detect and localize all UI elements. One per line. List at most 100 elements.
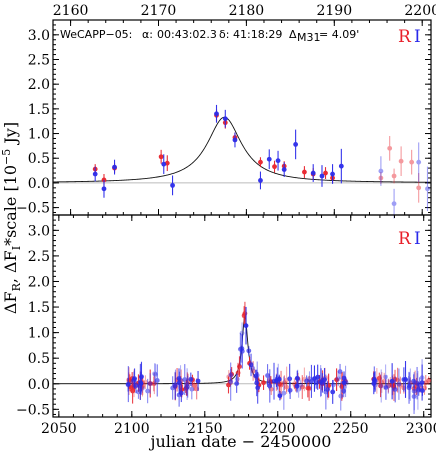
data-point-I: [243, 306, 249, 345]
data-point-R-marker: [261, 380, 266, 386]
data-point-I-marker: [173, 381, 178, 387]
data-point-R-marker: [151, 381, 157, 387]
data-point-I: [112, 159, 117, 175]
data-point-I-marker: [277, 393, 283, 399]
data-point-I-marker: [153, 372, 158, 377]
y-tick-label: 1.5: [28, 102, 50, 118]
data-point-R-marker: [299, 384, 305, 390]
data-point-I-marker: [234, 376, 240, 382]
data-point-R-marker: [284, 384, 289, 390]
data-point-R: [416, 173, 422, 203]
data-point-I: [396, 368, 402, 400]
data-point-R-marker: [306, 386, 312, 391]
data-point-I-marker: [419, 388, 425, 393]
data-point-I-marker: [330, 171, 335, 177]
data-point-I: [152, 363, 158, 385]
data-point-I-marker: [275, 158, 281, 164]
delta-value: 41:18:29: [233, 28, 282, 41]
y-tick-label: 2.0: [28, 77, 50, 93]
data-point-I-marker: [172, 383, 178, 389]
data-point-I-marker: [319, 173, 325, 179]
data-point-I-marker: [338, 163, 344, 169]
data-point-I: [274, 367, 280, 390]
data-point-I: [323, 374, 329, 410]
data-point-R-marker: [258, 159, 263, 165]
data-point-I: [248, 353, 254, 377]
data-point-R-marker: [191, 382, 197, 388]
data-point-I-marker: [185, 384, 191, 390]
data-point-I-marker: [298, 382, 304, 388]
data-point-I: [147, 373, 153, 394]
data-point-R-marker: [147, 381, 153, 386]
x-tick-label: 2150: [187, 421, 223, 437]
data-point-I-marker: [281, 167, 287, 172]
data-point-R-marker: [250, 368, 256, 374]
data-point-I-marker: [287, 376, 293, 382]
legend-i-bottom: I: [414, 229, 421, 249]
data-point-R-marker: [376, 375, 382, 381]
data-point-I-marker: [295, 377, 301, 382]
data-point-R: [398, 146, 404, 176]
data-point-I: [371, 371, 377, 390]
data-point-I-marker: [172, 383, 178, 389]
data-point-I-marker: [391, 201, 397, 207]
data-point-I: [170, 175, 175, 196]
data-point-R-marker: [323, 170, 328, 176]
data-point-I: [239, 334, 245, 363]
data-point-I: [319, 165, 325, 187]
data-point-I: [281, 376, 287, 410]
y-tick-label: 0.0: [28, 176, 50, 192]
data-point-R: [282, 375, 287, 391]
data-point-I-marker: [265, 373, 270, 378]
data-point-I: [313, 377, 319, 389]
data-point-I: [416, 142, 422, 182]
data-point-I: [266, 149, 272, 170]
x-tick-label: 2200: [260, 421, 296, 437]
data-point-R-marker: [391, 173, 397, 179]
data-point-I-marker: [176, 376, 182, 381]
top-model-group: [52, 116, 431, 183]
data-point-R-marker: [158, 154, 164, 160]
data-point-I-marker: [341, 380, 347, 386]
data-point-I: [338, 148, 344, 184]
data-point-I: [419, 359, 425, 397]
y-tick-label: 2.5: [28, 249, 50, 265]
data-point-I-marker: [341, 375, 347, 381]
bottom-points: [125, 301, 432, 414]
data-point-I: [378, 156, 384, 186]
x-tick-label: 2200: [404, 3, 436, 19]
data-point-R-marker: [278, 382, 284, 388]
data-point-I-marker: [188, 376, 194, 382]
data-point-I: [234, 374, 240, 393]
data-point-I-marker: [392, 387, 398, 392]
data-point-I: [254, 369, 260, 397]
data-point-I-marker: [170, 385, 176, 391]
data-point-R-marker: [378, 383, 383, 389]
data-point-I-marker: [383, 385, 389, 390]
x-tick-label: 2050: [41, 421, 77, 437]
top-panel: 2160 2170 2180 2190 2200 −0.5 0.0 0.5 1.0 1.5 2.0 2…: [16, 3, 436, 219]
y-tick-label: 1.0: [28, 127, 50, 143]
data-point-I: [383, 375, 389, 400]
data-point-I: [338, 381, 344, 411]
data-point-I-marker: [154, 378, 160, 383]
data-point-R: [323, 167, 328, 179]
data-point-I-marker: [419, 375, 425, 381]
model-curve: [52, 116, 431, 183]
data-point-I-marker: [406, 385, 412, 391]
data-point-I-marker: [178, 390, 184, 396]
data-point-I: [214, 104, 219, 123]
data-point-I: [178, 384, 184, 403]
data-point-I-marker: [318, 379, 324, 385]
data-point-I: [265, 364, 270, 387]
data-point-I: [246, 346, 252, 356]
data-point-I-marker: [239, 346, 245, 351]
data-point-R: [151, 376, 157, 392]
data-point-R: [241, 305, 247, 326]
data-point-I-marker: [378, 168, 384, 174]
data-point-R-marker: [416, 185, 422, 191]
data-point-R: [158, 149, 164, 164]
data-point-R: [258, 157, 263, 168]
data-point-I: [298, 379, 304, 391]
